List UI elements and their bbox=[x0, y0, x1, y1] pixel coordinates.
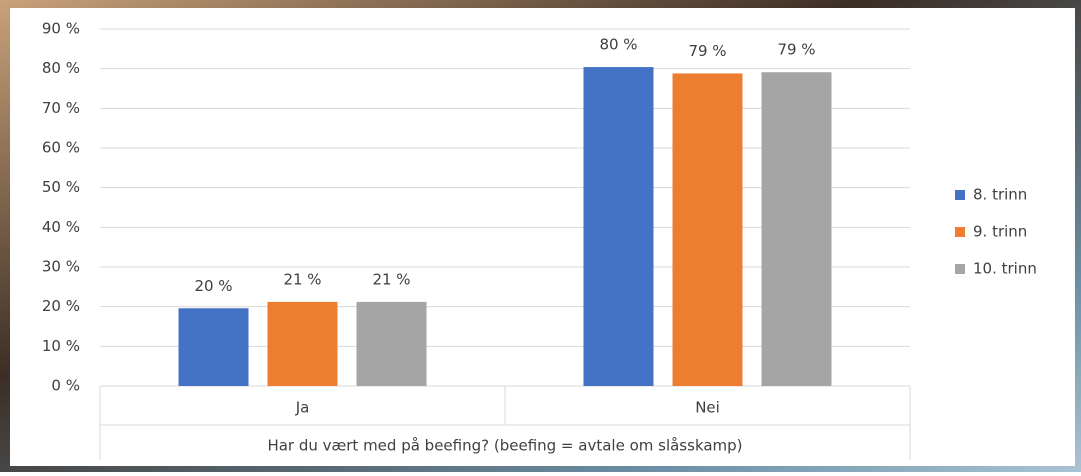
bar bbox=[178, 308, 249, 386]
legend-marker bbox=[955, 264, 965, 274]
y-tick-label: 70 % bbox=[42, 99, 80, 117]
y-tick-label: 40 % bbox=[42, 218, 80, 236]
legend-marker bbox=[955, 190, 965, 200]
y-tick-label: 60 % bbox=[42, 139, 80, 157]
legend-label: 8. trinn bbox=[973, 186, 1027, 204]
legend-marker bbox=[955, 227, 965, 237]
y-tick-label: 0 % bbox=[51, 377, 80, 395]
data-label: 20 % bbox=[194, 277, 232, 295]
y-tick-label: 30 % bbox=[42, 258, 80, 276]
bar bbox=[267, 301, 338, 386]
bar bbox=[672, 73, 743, 386]
legend-label: 9. trinn bbox=[973, 223, 1027, 241]
x-tick-label: Ja bbox=[295, 399, 310, 417]
y-tick-label: 20 % bbox=[42, 297, 80, 315]
data-label: 79 % bbox=[777, 41, 815, 59]
bar bbox=[761, 72, 832, 386]
x-tick-label: Nei bbox=[695, 399, 720, 417]
legend-label: 10. trinn bbox=[973, 260, 1037, 278]
data-label: 80 % bbox=[599, 36, 637, 54]
data-label: 79 % bbox=[688, 42, 726, 60]
data-label: 21 % bbox=[372, 270, 410, 288]
y-tick-label: 10 % bbox=[42, 337, 80, 355]
y-tick-label: 90 % bbox=[42, 20, 80, 38]
y-tick-label: 50 % bbox=[42, 178, 80, 196]
bar bbox=[356, 301, 427, 386]
y-tick-label: 80 % bbox=[42, 59, 80, 77]
bar bbox=[583, 67, 654, 386]
x-axis-label: Har du vært med på beefing? (beefing = a… bbox=[267, 437, 742, 455]
data-label: 21 % bbox=[283, 270, 321, 288]
chart-panel bbox=[10, 8, 1075, 466]
